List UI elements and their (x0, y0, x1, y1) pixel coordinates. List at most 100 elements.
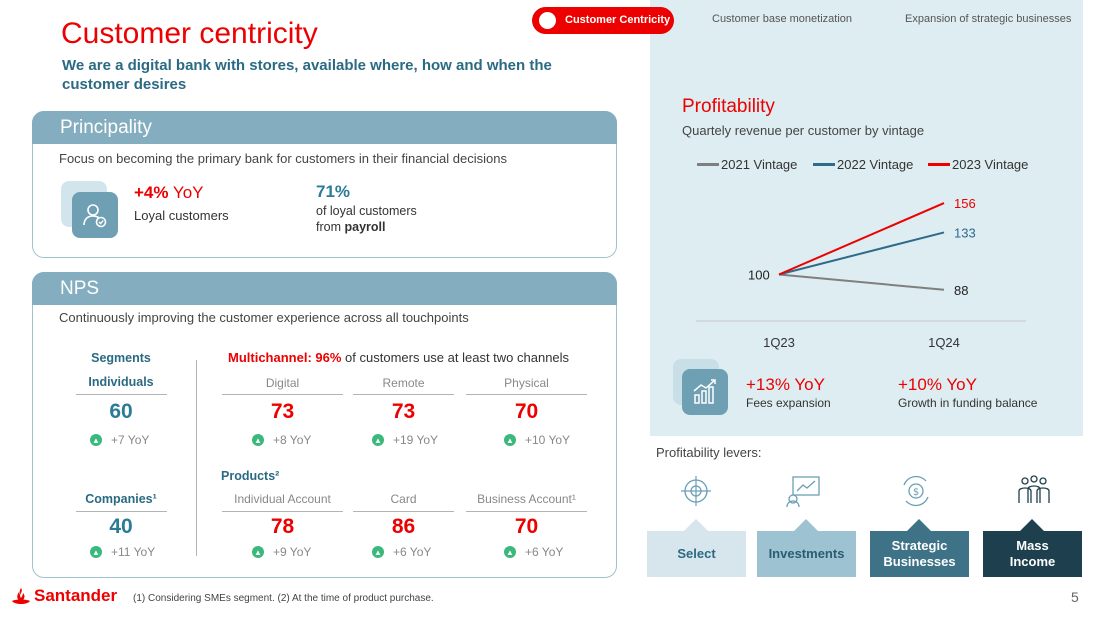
payroll-kpi: 71% (316, 182, 351, 201)
up-arrow-icon: ▲ (372, 434, 384, 446)
page-title: Customer centricity (61, 17, 318, 50)
money-cycle-icon: $ (896, 473, 936, 514)
up-arrow-icon: ▲ (504, 434, 516, 446)
products-heading: Products² (221, 469, 280, 483)
up-arrow-icon: ▲ (90, 434, 102, 446)
legend-swatch (928, 163, 950, 166)
principality-description: Focus on becoming the primary bank for c… (59, 151, 507, 166)
fees-label: Fees expansion (746, 396, 831, 410)
nps-card: NPS Continuously improving the customer … (32, 272, 617, 578)
nps-description: Continuously improving the customer expe… (59, 310, 469, 325)
business-account-yoy: ▲ +6 YoY (504, 545, 563, 559)
multichannel-heading: Multichannel: 96% of customers use at le… (228, 350, 570, 365)
physical-label: Physical (504, 376, 549, 390)
people-group-icon (1014, 473, 1054, 514)
x-tick-label: 1Q24 (928, 335, 960, 350)
individual-account-label: Individual Account (234, 492, 331, 506)
principality-title: Principality (60, 117, 152, 138)
divider (222, 394, 343, 395)
tab-customer-centricity[interactable]: Customer Centricity (532, 7, 674, 34)
lever-notch (684, 519, 708, 531)
lever-notch (907, 519, 931, 531)
divider (76, 511, 167, 512)
tab-customer-base-monetization[interactable]: Customer base monetization (712, 13, 853, 25)
individual-account-value: 78 (270, 515, 295, 538)
legend-swatch (813, 163, 835, 166)
lever-strategic-businesses[interactable]: Strategic Businesses (870, 531, 969, 577)
data-label-2021: 88 (954, 283, 968, 298)
individuals-value: 60 (109, 400, 133, 423)
individual-account-yoy: ▲ +9 YoY (252, 545, 311, 559)
physical-yoy: ▲ +10 YoY (504, 433, 570, 447)
profitability-title: Profitability (682, 96, 775, 117)
brand-name: Santander (34, 586, 118, 605)
individuals-label: Individuals (88, 375, 154, 389)
divider (222, 511, 343, 512)
up-arrow-icon: ▲ (504, 546, 516, 558)
up-arrow-icon: ▲ (252, 434, 264, 446)
principality-card: Principality Focus on becoming the prima… (32, 111, 617, 258)
svg-text:$: $ (913, 487, 919, 498)
x-tick-label: 1Q23 (763, 335, 795, 350)
digital-yoy: ▲ +8 YoY (252, 433, 311, 447)
divider (353, 394, 454, 395)
up-arrow-icon: ▲ (372, 546, 384, 558)
lever-notch (794, 519, 818, 531)
nps-title: NPS (60, 278, 100, 299)
remote-value: 73 (391, 400, 416, 423)
vintage-line-chart: 88 133 156 100 1Q23 1Q24 (696, 196, 1026, 350)
divider (353, 511, 454, 512)
funding-label: Growth in funding balance (898, 396, 1038, 410)
growth-chart-icon (785, 473, 825, 514)
principality-header: Principality (32, 111, 617, 144)
lever-mass-income[interactable]: Mass Income (983, 531, 1082, 577)
remote-yoy: ▲ +19 YoY (372, 433, 438, 447)
series-line-2022 (778, 231, 945, 276)
tab-label: Customer Centricity (565, 14, 671, 26)
levers-heading: Profitability levers: (656, 445, 762, 460)
page-number: 5 (1071, 589, 1079, 605)
legend-2022: 2022 Vintage (813, 157, 913, 172)
data-label-2023: 156 (954, 196, 976, 211)
loyal-customers-kpi: +4% YoY (134, 183, 204, 202)
divider (76, 394, 167, 395)
companies-label: Companies¹ (85, 492, 157, 506)
business-account-label: Business Account¹ (477, 492, 576, 506)
funding-kpi: +10% YoY (898, 375, 977, 394)
page-subtitle: We are a digital bank with stores, avail… (62, 57, 552, 93)
tab-expansion-strategic-businesses[interactable]: Expansion of strategic businesses (905, 13, 1072, 25)
physical-value: 70 (514, 400, 539, 423)
legend-swatch (697, 163, 719, 166)
loyal-customers-label: Loyal customers (134, 208, 229, 223)
profitability-subtitle: Quartely revenue per customer by vintage (682, 123, 925, 138)
business-account-value: 70 (514, 515, 539, 538)
companies-value: 40 (109, 515, 133, 538)
right-panel (650, 0, 1083, 436)
lever-investments[interactable]: Investments (757, 531, 856, 577)
card-value: 86 (391, 515, 416, 538)
series-line-2021 (778, 273, 945, 291)
santander-flame-icon (12, 588, 30, 604)
target-icon (676, 473, 716, 514)
up-arrow-icon: ▲ (90, 546, 102, 558)
footnote: (1) Considering SMEs segment. (2) At the… (133, 593, 434, 604)
payroll-label: of loyal customers from payroll (316, 204, 417, 234)
data-label-start: 100 (748, 268, 770, 283)
data-label-2022: 133 (954, 225, 976, 240)
divider (466, 394, 587, 395)
fees-kpi: +13% YoY (746, 375, 825, 394)
card-yoy: ▲ +6 YoY (372, 545, 431, 559)
digital-value: 73 (270, 400, 295, 423)
active-dot-icon (539, 12, 556, 29)
digital-label: Digital (265, 376, 300, 390)
legend-2023: 2023 Vintage (928, 157, 1028, 172)
series-line-2023 (778, 202, 945, 276)
growth-chart-icon (682, 369, 728, 415)
lever-select[interactable]: Select (647, 531, 746, 577)
nps-header: NPS (32, 272, 617, 305)
lever-notch (1020, 519, 1044, 531)
divider (466, 511, 587, 512)
vertical-divider (196, 360, 197, 556)
card-label: Card (390, 492, 417, 506)
up-arrow-icon: ▲ (252, 546, 264, 558)
